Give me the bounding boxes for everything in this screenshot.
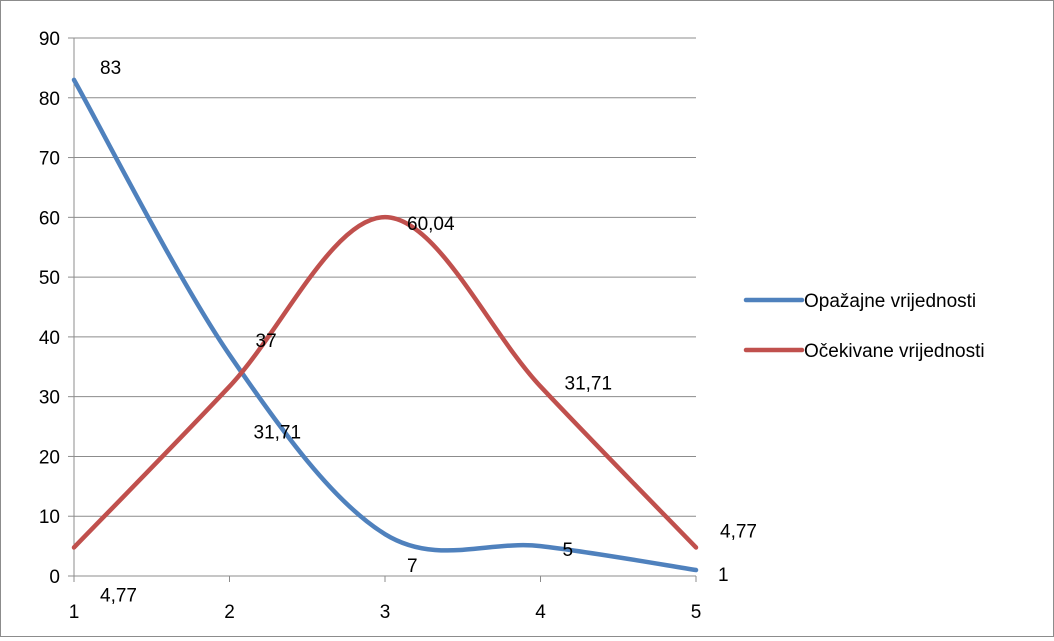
y-tick-label: 50 — [39, 268, 60, 289]
y-tick-label: 90 — [39, 29, 60, 50]
x-tick-label: 2 — [224, 602, 235, 623]
data-label: 60,04 — [407, 214, 455, 235]
data-label: 31,71 — [254, 422, 302, 443]
y-tick-label: 40 — [39, 328, 60, 349]
gridlines — [74, 37, 696, 517]
y-tick-label: 20 — [39, 447, 60, 468]
y-tick-label: 80 — [39, 89, 60, 110]
data-label: 4,77 — [720, 521, 757, 542]
series-line-2 — [71, 214, 699, 550]
data-labels: 83 37 7 5 1 4,77 31,71 60,04 31,71 4,77 — [100, 58, 757, 607]
data-label: 4,77 — [100, 585, 137, 606]
y-tick-label: 70 — [39, 149, 60, 170]
x-tick-label: 4 — [535, 602, 546, 623]
data-label: 5 — [563, 540, 574, 561]
x-tick-label: 3 — [380, 602, 391, 623]
legend-entry-label: Očekivane vrijednosti — [804, 341, 985, 362]
y-tick-label: 30 — [39, 388, 60, 409]
legend-entry-label: Opažajne vrijednosti — [804, 291, 976, 312]
x-tick-label: 5 — [691, 602, 702, 623]
y-tick-label: 10 — [39, 507, 60, 528]
legend: Opažajne vrijednosti Očekivane vrijednost… — [743, 291, 985, 362]
axes: 0 10 20 30 40 50 60 70 80 90 1 2 3 4 5 — [39, 29, 701, 623]
data-label: 7 — [407, 556, 418, 577]
data-label: 31,71 — [565, 373, 613, 394]
x-tick-label: 1 — [69, 602, 80, 623]
y-tick-label: 0 — [49, 567, 60, 588]
data-label: 83 — [100, 58, 121, 79]
series-lines — [71, 77, 699, 573]
data-label: 37 — [256, 331, 277, 352]
y-tick-label: 60 — [39, 208, 60, 229]
series-line-1 — [71, 77, 699, 573]
data-label: 1 — [718, 565, 729, 586]
